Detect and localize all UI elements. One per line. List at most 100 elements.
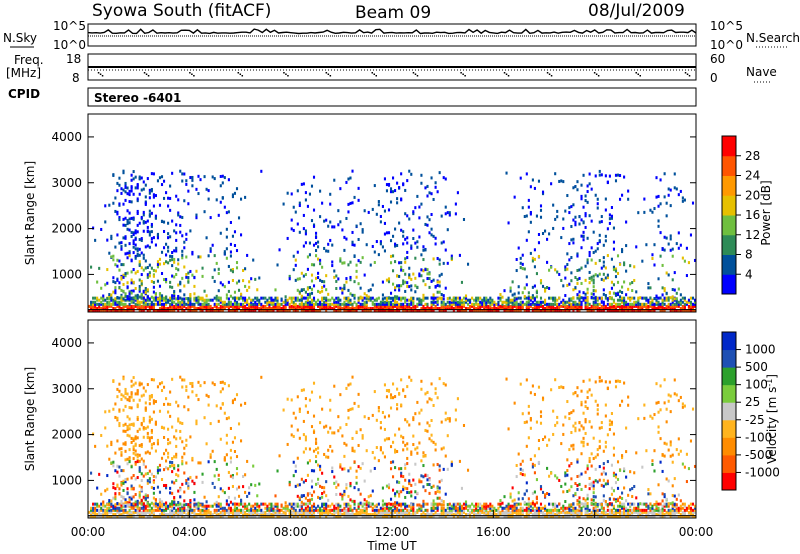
power-cell	[456, 304, 459, 308]
velocity-cell	[314, 441, 318, 445]
power-cell	[116, 264, 119, 268]
velocity-cell	[171, 500, 174, 504]
velocity-cell	[171, 457, 174, 461]
power-cell	[669, 188, 672, 192]
velocity-cell	[146, 425, 149, 429]
velocity-cell	[410, 508, 413, 512]
power-cell	[497, 304, 500, 308]
power-cell	[600, 306, 603, 310]
velocity-cell	[152, 512, 155, 516]
power-cell	[345, 309, 348, 313]
velocity-cell	[205, 442, 208, 446]
power-cell	[304, 191, 307, 195]
power-cell	[351, 230, 354, 234]
power-cell	[100, 309, 103, 313]
power-cell	[578, 296, 581, 300]
nave-dip-dot	[287, 75, 289, 77]
velocity-cell	[179, 421, 182, 425]
velocity-cell	[217, 419, 220, 423]
power-cell	[128, 228, 131, 232]
power-cell	[258, 309, 261, 313]
velocity-cell	[428, 491, 431, 495]
power-cell	[136, 223, 139, 227]
velocity-cell	[292, 502, 295, 506]
power-cell	[665, 306, 668, 310]
power-cell	[479, 309, 482, 313]
power-cell	[629, 306, 632, 310]
power-cell	[576, 180, 579, 184]
nave-dip-dot	[686, 73, 689, 75]
velocity-cell	[416, 510, 419, 514]
colorbar-swatch	[722, 155, 736, 176]
velocity-cell	[375, 510, 378, 514]
velocity-cell	[189, 506, 192, 510]
velocity-cell	[142, 512, 145, 516]
power-cell	[250, 304, 253, 308]
power-cell	[286, 236, 289, 240]
power-cell	[570, 297, 573, 301]
velocity-cell	[329, 444, 332, 448]
velocity-cell	[140, 472, 143, 476]
power-cell	[343, 309, 346, 313]
power-cell	[233, 244, 237, 248]
power-cell	[323, 304, 326, 308]
power-cell	[227, 280, 230, 284]
power-cell	[106, 306, 109, 310]
power-cell	[653, 302, 656, 306]
power-cell	[606, 254, 609, 258]
power-cell	[187, 300, 190, 304]
power-cell	[98, 266, 101, 270]
power-cell	[351, 304, 354, 308]
power-cell	[531, 295, 534, 299]
power-cell	[621, 300, 624, 304]
power-cell	[400, 306, 403, 310]
power-cell	[669, 248, 672, 252]
velocity-cell	[223, 491, 226, 495]
power-cell	[554, 300, 557, 304]
power-cell	[373, 184, 376, 188]
velocity-cell	[432, 484, 435, 488]
power-cell	[592, 230, 595, 234]
velocity-cell	[136, 454, 139, 458]
velocity-cell	[422, 499, 425, 503]
velocity-cell	[160, 500, 164, 504]
velocity-cell	[187, 395, 190, 399]
velocity-cell	[126, 457, 129, 461]
power-cell	[560, 236, 563, 240]
power-cell	[124, 185, 127, 189]
power-cell	[446, 228, 449, 232]
velocity-cell	[92, 512, 95, 516]
power-cell	[177, 309, 180, 313]
power-cell	[333, 306, 336, 310]
velocity-cell	[106, 512, 109, 516]
power-cell	[355, 224, 358, 228]
velocity-cell	[410, 506, 413, 510]
velocity-cell	[118, 491, 121, 495]
power-cell	[548, 296, 551, 300]
velocity-cell	[195, 422, 198, 426]
power-cell	[659, 202, 662, 206]
velocity-cell	[171, 504, 174, 508]
power-cell	[272, 298, 275, 302]
velocity-cell	[94, 506, 97, 510]
power-cell	[191, 184, 194, 188]
velocity-cell	[387, 508, 391, 512]
velocity-cell	[225, 441, 228, 445]
power-cell	[219, 300, 222, 304]
power-cell	[606, 273, 609, 277]
power-cell	[237, 304, 241, 308]
power-cell	[564, 302, 567, 306]
power-cell	[505, 302, 508, 306]
power-cell	[237, 306, 241, 310]
power-cell	[537, 306, 541, 310]
power-cell	[270, 300, 273, 304]
velocity-cell	[112, 486, 115, 490]
power-cell	[215, 309, 218, 313]
velocity-cell	[292, 508, 295, 512]
power-cell	[302, 309, 305, 313]
power-cell	[454, 306, 457, 310]
power-cell	[126, 297, 129, 301]
power-cell	[329, 192, 332, 196]
velocity-cell	[418, 480, 421, 484]
